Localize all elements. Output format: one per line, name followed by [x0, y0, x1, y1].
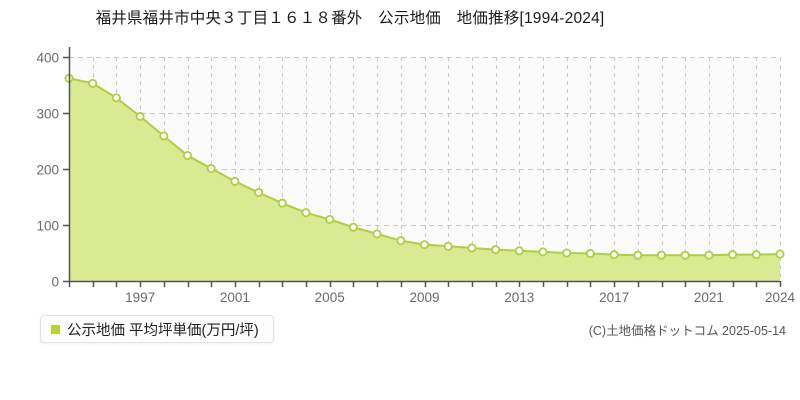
x-axis-tick-label: 2013: [504, 290, 534, 305]
data-point-marker: [111, 93, 121, 103]
y-axis-tick-label: 300: [36, 107, 59, 122]
data-point-marker: [538, 247, 548, 257]
data-point-marker: [135, 111, 145, 121]
data-point-marker: [680, 250, 690, 260]
data-point-marker: [206, 163, 216, 173]
legend-label: 公示地価 平均坪単価(万円/坪): [67, 322, 259, 339]
data-point-marker: [491, 245, 501, 255]
credit-text: (C)土地価格ドットコム 2025-05-14: [588, 324, 786, 338]
data-point-marker: [159, 131, 169, 141]
y-axis-tick-label: 0: [51, 275, 59, 290]
data-point-marker: [254, 188, 264, 198]
data-point-marker: [514, 246, 524, 256]
data-point-marker: [277, 198, 287, 208]
chart-legend: 公示地価 平均坪単価(万円/坪): [40, 315, 274, 343]
data-point-marker: [657, 250, 667, 260]
x-axis-tick-label: 2021: [694, 290, 724, 305]
series-area-fill: [69, 78, 780, 281]
data-point-marker: [182, 151, 192, 161]
x-axis-tick-label: 2024: [765, 290, 796, 305]
data-point-marker: [230, 176, 240, 186]
chart-title: 福井県福井市中央３丁目１６１８番外 公示地価 地価推移[1994-2024]: [95, 10, 605, 27]
legend-color-swatch: [51, 324, 60, 334]
data-point-marker: [751, 250, 761, 260]
data-point-marker: [562, 248, 572, 258]
data-point-marker: [585, 249, 595, 259]
x-axis-tick-label: 1997: [125, 290, 155, 305]
data-point-marker: [372, 229, 382, 239]
data-point-marker: [419, 240, 429, 250]
data-point-marker: [704, 250, 714, 260]
y-axis-tick-label: 400: [36, 51, 59, 66]
x-axis-tick-label: 2001: [220, 290, 250, 305]
data-point-marker: [728, 250, 738, 260]
data-point-marker: [348, 222, 358, 232]
y-axis-tick-label: 200: [36, 163, 59, 178]
data-point-marker: [88, 78, 98, 88]
data-point-marker: [467, 243, 477, 253]
x-axis-tick-label: 2009: [409, 290, 439, 305]
data-point-marker: [609, 250, 619, 260]
data-point-marker: [325, 214, 335, 224]
data-point-marker: [301, 208, 311, 218]
data-point-marker: [633, 250, 643, 260]
y-axis-tick-label: 100: [36, 219, 59, 234]
data-point-marker: [396, 236, 406, 246]
data-point-marker: [443, 241, 453, 251]
x-axis-tick-label: 2017: [599, 290, 629, 305]
data-point-marker: [775, 249, 785, 259]
x-axis-tick-label: 2005: [315, 290, 345, 305]
